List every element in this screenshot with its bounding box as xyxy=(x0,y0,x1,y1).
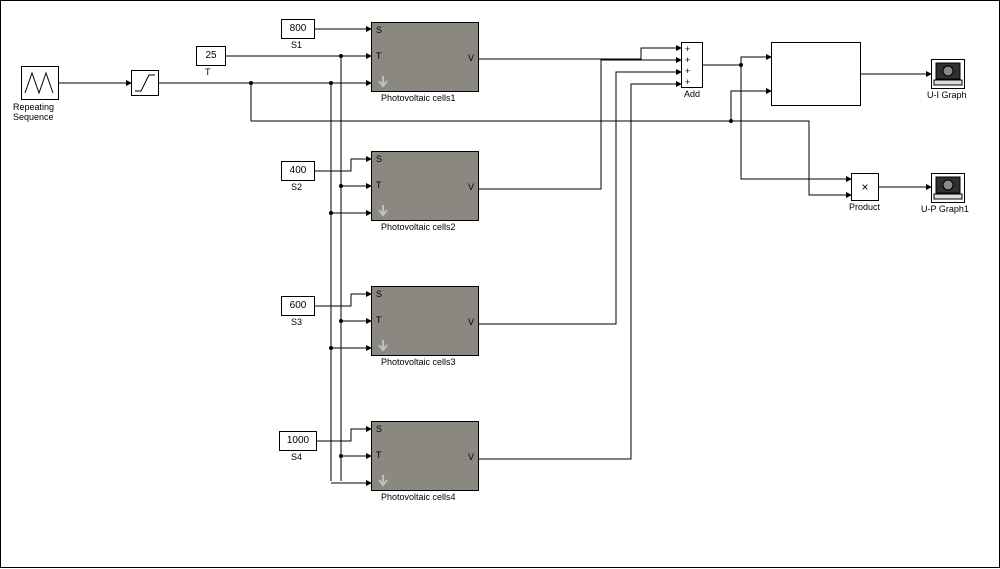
constant-s4-block[interactable]: 1000 xyxy=(279,431,317,451)
pv1-block[interactable]: S T V xyxy=(371,22,479,92)
pv2-label: Photovoltaic cells2 xyxy=(381,222,456,232)
constant-s2-value: 400 xyxy=(282,162,314,180)
pv2-block[interactable]: S T V xyxy=(371,151,479,221)
scope-icon xyxy=(932,60,964,88)
scope-ui-block[interactable] xyxy=(931,59,965,89)
pv4-port-s: S xyxy=(376,424,382,434)
triangle-wave-icon xyxy=(22,67,58,99)
pv2-port-v: V xyxy=(468,182,474,192)
pv2-port-s: S xyxy=(376,154,382,164)
down-arrow-icon xyxy=(376,474,390,488)
pv1-label: Photovoltaic cells1 xyxy=(381,93,456,103)
saturation-icon xyxy=(132,71,158,95)
constant-s1-block[interactable]: 800 xyxy=(281,19,315,39)
constant-t-label: T xyxy=(205,67,211,77)
pv4-port-t: T xyxy=(376,450,382,460)
constant-s4-label: S4 xyxy=(291,452,302,462)
pv3-port-s: S xyxy=(376,289,382,299)
constant-s1-value: 800 xyxy=(282,20,314,38)
product-symbol: × xyxy=(852,174,878,200)
pv2-port-t: T xyxy=(376,180,382,190)
pv3-port-t: T xyxy=(376,315,382,325)
pv4-label: Photovoltaic cells4 xyxy=(381,492,456,502)
down-arrow-icon xyxy=(376,339,390,353)
constant-s3-value: 600 xyxy=(282,297,314,315)
down-arrow-icon xyxy=(376,204,390,218)
scope-up-block[interactable] xyxy=(931,173,965,203)
saturation-block[interactable] xyxy=(131,70,159,96)
down-arrow-icon xyxy=(376,75,390,89)
constant-s2-label: S2 xyxy=(291,182,302,192)
pv1-port-s: S xyxy=(376,25,382,35)
pv3-block[interactable]: S T V xyxy=(371,286,479,356)
constant-t-block[interactable]: 25 xyxy=(196,46,226,66)
add-sign-3: + xyxy=(685,66,690,76)
add-sign-1: + xyxy=(685,44,690,54)
pv3-label: Photovoltaic cells3 xyxy=(381,357,456,367)
pv4-block[interactable]: S T V xyxy=(371,421,479,491)
product-block[interactable]: × xyxy=(851,173,879,201)
repeating-sequence-label: RepeatingSequence xyxy=(13,102,54,122)
pv1-port-v: V xyxy=(468,53,474,63)
scope-icon xyxy=(932,174,964,202)
repeating-sequence-block[interactable] xyxy=(21,66,59,100)
constant-t-value: 25 xyxy=(197,47,225,65)
add-block[interactable]: + + + + xyxy=(681,42,703,88)
constant-s4-value: 1000 xyxy=(280,432,316,450)
scope-up-label: U-P Graph1 xyxy=(921,204,969,214)
add-sign-2: + xyxy=(685,55,690,65)
pv1-port-t: T xyxy=(376,51,382,61)
add-label: Add xyxy=(684,89,700,99)
constant-s3-label: S3 xyxy=(291,317,302,327)
scope-ui-label: U-I Graph xyxy=(927,90,967,100)
constant-s2-block[interactable]: 400 xyxy=(281,161,315,181)
diagram-canvas: RepeatingSequence 25 T 800 S1 400 S2 600… xyxy=(0,0,1000,568)
mux-block[interactable] xyxy=(771,42,861,106)
constant-s3-block[interactable]: 600 xyxy=(281,296,315,316)
add-sign-4: + xyxy=(685,77,690,87)
pv4-port-v: V xyxy=(468,452,474,462)
product-label: Product xyxy=(849,202,880,212)
constant-s1-label: S1 xyxy=(291,40,302,50)
pv3-port-v: V xyxy=(468,317,474,327)
